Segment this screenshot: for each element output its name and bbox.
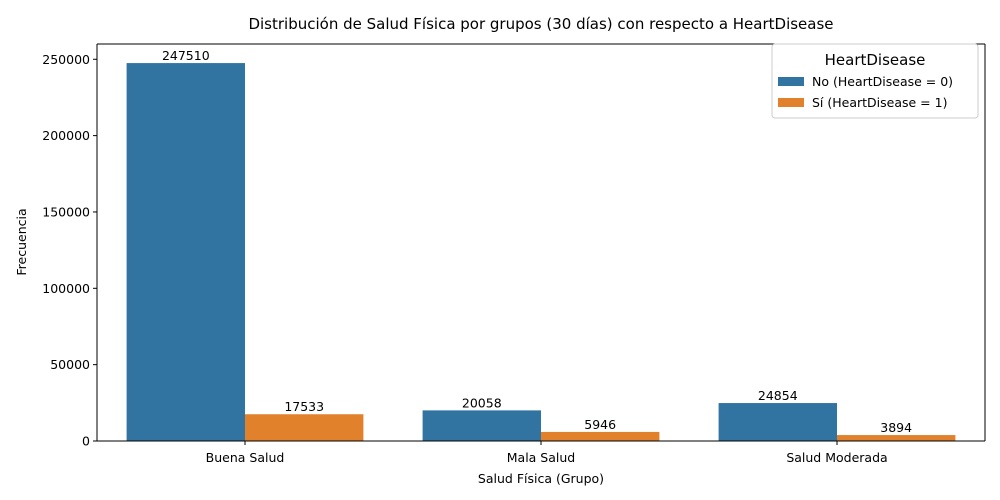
y-tick-label-4: 200000 xyxy=(42,128,90,143)
y-tick-label-0: 0 xyxy=(82,434,90,449)
legend-swatch-1 xyxy=(778,98,804,107)
y-tick-label-3: 150000 xyxy=(42,204,90,219)
data-label-0-0: 247510 xyxy=(162,48,210,63)
data-label-1-1: 5946 xyxy=(584,417,616,432)
x-tick-label-1: Mala Salud xyxy=(507,450,575,465)
bar-2-0 xyxy=(718,403,837,441)
legend-label-1: Sí (HeartDisease = 1) xyxy=(812,95,947,110)
data-label-0-1: 17533 xyxy=(284,399,324,414)
data-label-2-0: 24854 xyxy=(758,388,798,403)
x-axis-label: Salud Física (Grupo) xyxy=(478,471,604,486)
bar-1-1 xyxy=(541,431,660,441)
legend-box xyxy=(771,43,979,119)
legend-title: HeartDisease xyxy=(825,51,926,69)
bar-1-0 xyxy=(422,410,541,441)
bar-2-1 xyxy=(837,435,956,441)
bar-0-1 xyxy=(245,414,364,441)
legend: HeartDisease No (HeartDisease = 0) Sí (Hea… xyxy=(771,43,979,119)
bar-0-0 xyxy=(126,63,245,442)
x-tick-label-2: Salud Moderada xyxy=(786,450,887,465)
y-tick-label-5: 250000 xyxy=(42,52,90,67)
y-tick-label-2: 100000 xyxy=(42,281,90,296)
plot-area: 247510 20058 24854 17533 5946 3894 0 50000 10000… xyxy=(42,43,986,465)
legend-label-0: No (HeartDisease = 0) xyxy=(812,74,953,89)
data-label-1-0: 20058 xyxy=(462,395,502,410)
x-tick-label-0: Buena Salud xyxy=(206,450,285,465)
y-axis-label: Frecuencia xyxy=(14,208,29,275)
data-label-2-1: 3894 xyxy=(880,420,912,435)
chart-title: Distribución de Salud Física por grupos … xyxy=(248,15,833,33)
legend-swatch-0 xyxy=(778,77,804,86)
y-tick-label-1: 50000 xyxy=(50,357,90,372)
